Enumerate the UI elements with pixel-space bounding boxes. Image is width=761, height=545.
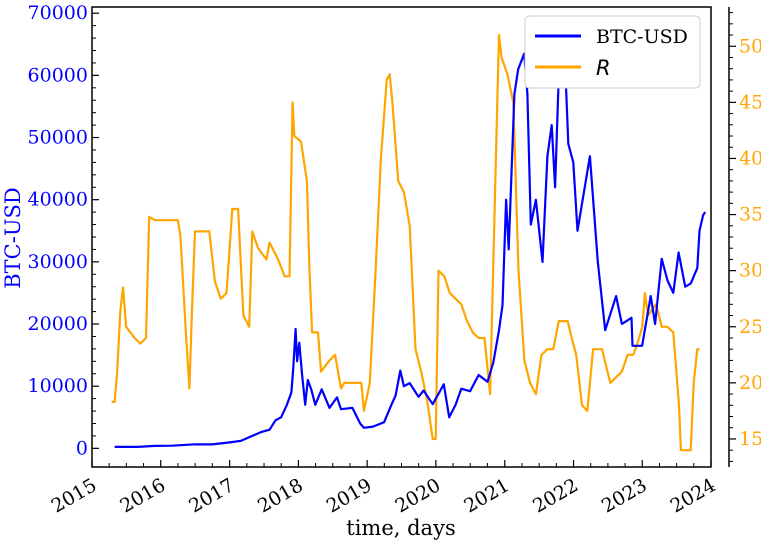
right-tick-label: 20 [739,372,761,394]
left-tick-label: 40000 [28,189,88,211]
x-axis-ticks: 2015 2016 2017 2018 2019 2020 2021 2022 2023 2024 [48,460,720,518]
x-tick-label: 2017 [185,474,238,517]
x-axis-title: time, days [346,516,455,540]
legend-label-btc: BTC-USD [596,26,688,48]
left-tick-label: 20000 [28,313,88,335]
x-tick-label: 2023 [598,474,651,517]
left-tick-label: 70000 [28,2,88,24]
series-line-btc [114,27,707,448]
x-tick-label: 2015 [48,474,101,517]
y-axis-title-left: BTC-USD [1,187,25,289]
legend-box [524,15,701,89]
right-tick-label: 15 [739,428,761,450]
x-tick-label: 2019 [323,474,376,517]
right-tick-label: 30 [739,260,761,282]
right-tick-label: 40 [739,147,761,169]
right-axis-ticks: 15 20 25 30 35 40 45 50 [728,7,761,467]
x-tick-label: 2020 [391,474,444,517]
series-line-r [111,33,700,452]
legend: BTC-USD R [524,15,701,89]
x-tick-label: 2024 [667,474,720,517]
left-tick-label: 0 [76,437,88,459]
left-tick-label: 30000 [28,251,88,273]
x-tick-label: 2016 [116,474,169,517]
right-tick-label: 45 [739,91,761,113]
legend-label-r: R [596,56,611,80]
left-tick-label: 10000 [28,375,88,397]
left-axis-ticks: 0 10000 20000 30000 40000 50000 60000 70000 [28,2,99,459]
x-tick-label: 2021 [460,474,513,517]
x-tick-label: 2018 [254,474,307,517]
left-tick-label: 50000 [28,127,88,149]
series-layer [111,27,707,452]
right-tick-label: 25 [739,316,761,338]
right-tick-label: 35 [739,204,761,226]
left-tick-label: 60000 [28,64,88,86]
x-tick-label: 2022 [529,474,582,517]
right-tick-label: 50 [739,35,761,57]
